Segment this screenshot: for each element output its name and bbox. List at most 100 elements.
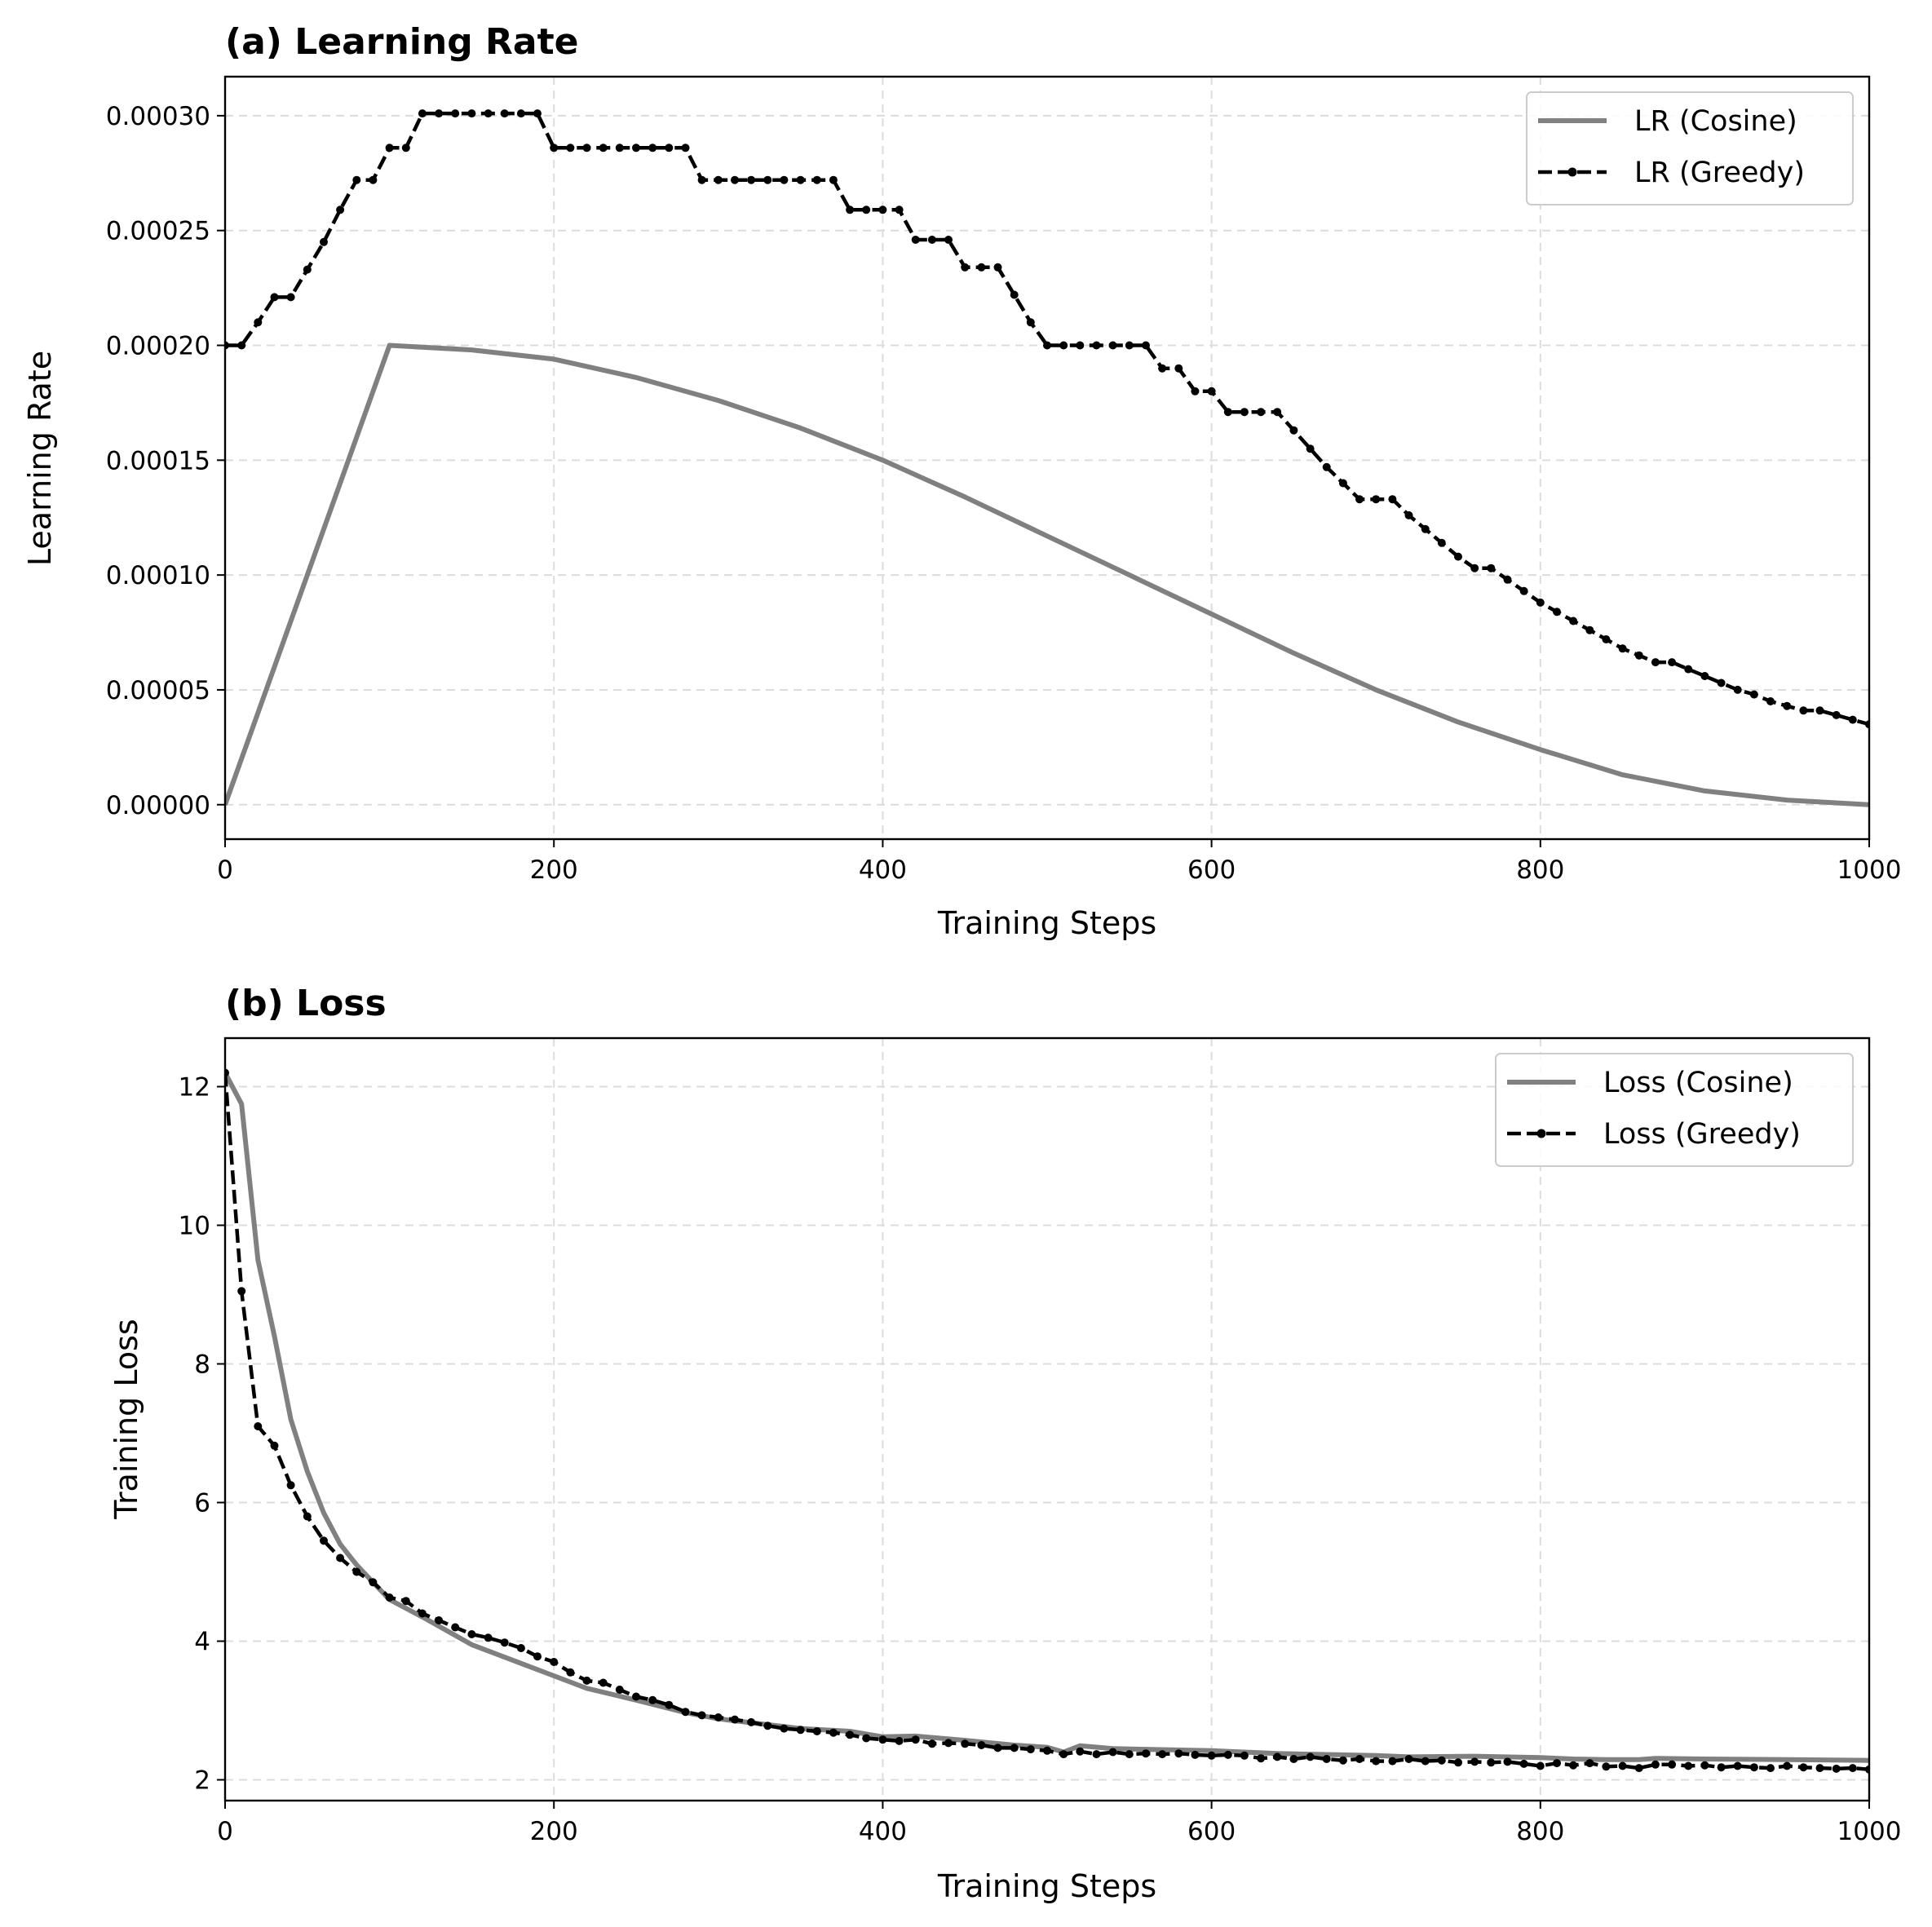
data-point-loss-greedy <box>747 1717 756 1726</box>
data-point-lr-greedy <box>550 144 559 152</box>
data-point-lr-greedy <box>484 109 493 118</box>
data-point-lr-greedy <box>632 144 640 152</box>
data-point-lr-greedy <box>731 175 739 184</box>
data-point-loss-greedy <box>566 1668 575 1677</box>
x-tick-label: 800 <box>1516 855 1564 885</box>
data-point-loss-greedy <box>225 1068 229 1077</box>
data-point-lr-greedy <box>500 109 509 118</box>
data-point-loss-greedy <box>352 1567 361 1576</box>
data-point-lr-greedy <box>1651 658 1660 667</box>
data-point-loss-greedy <box>1454 1758 1462 1767</box>
data-point-loss-greedy <box>254 1422 263 1430</box>
data-point-lr-greedy <box>1684 665 1693 674</box>
data-point-lr-greedy <box>1257 408 1266 417</box>
data-point-loss-greedy <box>1618 1761 1627 1770</box>
data-point-loss-greedy <box>1749 1763 1758 1772</box>
data-point-loss-greedy <box>1158 1750 1167 1759</box>
data-point-lr-greedy <box>846 206 855 214</box>
legend-label-greedy: LR (Greedy) <box>1634 157 1805 189</box>
data-point-lr-greedy <box>451 109 460 118</box>
plot-frame <box>223 1036 1871 1802</box>
data-point-lr-greedy <box>582 144 591 152</box>
data-point-loss-greedy <box>1503 1757 1512 1766</box>
data-point-lr-greedy <box>1092 341 1101 350</box>
data-point-lr-greedy <box>516 109 525 118</box>
legend: Loss (Cosine) Loss (Greedy) <box>1495 1053 1854 1167</box>
data-point-lr-greedy <box>254 318 263 327</box>
data-point-loss-greedy <box>1092 1750 1101 1759</box>
data-point-lr-greedy <box>237 341 246 350</box>
y-tick-label: 0.00015 <box>106 446 210 475</box>
data-point-lr-greedy <box>385 144 394 152</box>
data-point-loss-greedy <box>1355 1755 1364 1763</box>
data-point-lr-greedy <box>1289 426 1298 435</box>
data-point-lr-greedy <box>467 109 476 118</box>
data-point-lr-greedy <box>1191 387 1200 396</box>
data-point-lr-greedy <box>763 175 772 184</box>
data-point-lr-greedy <box>533 109 542 118</box>
series-line-lr-cosine <box>225 343 1869 807</box>
data-point-lr-greedy <box>320 237 328 246</box>
data-point-loss-greedy <box>1865 1765 1869 1774</box>
data-point-lr-greedy <box>1174 364 1183 373</box>
data-point-loss-greedy <box>1142 1749 1150 1758</box>
data-point-loss-greedy <box>632 1692 640 1701</box>
data-point-loss-greedy <box>1684 1761 1693 1770</box>
data-point-loss-greedy <box>1421 1757 1430 1766</box>
data-point-loss-greedy <box>1338 1756 1347 1765</box>
x-tick-label: 0 <box>217 1817 233 1846</box>
data-point-lr-greedy <box>369 175 378 184</box>
data-point-lr-greedy <box>435 109 444 118</box>
data-point-lr-greedy <box>1569 617 1578 625</box>
data-point-loss-greedy <box>1059 1750 1068 1759</box>
data-point-lr-greedy <box>1585 625 1594 634</box>
data-point-loss-greedy <box>846 1730 855 1739</box>
data-point-loss-greedy <box>1634 1764 1643 1773</box>
data-point-lr-greedy <box>895 206 904 214</box>
data-point-loss-greedy <box>1404 1755 1413 1763</box>
data-point-loss-greedy <box>1651 1760 1660 1769</box>
data-point-loss-greedy <box>516 1644 525 1652</box>
data-point-lr-greedy <box>1602 635 1611 643</box>
data-point-loss-greedy <box>1026 1745 1035 1754</box>
data-point-lr-greedy <box>1421 524 1430 533</box>
data-point-lr-greedy <box>1142 341 1150 350</box>
data-point-loss-greedy <box>796 1726 805 1735</box>
data-point-lr-greedy <box>1388 495 1397 504</box>
data-point-lr-greedy <box>977 263 986 272</box>
data-point-lr-greedy <box>1158 364 1167 373</box>
ticks: 0 200 400 600 800 1000 0.00000 0.00005 0.00010 0.… <box>106 102 1902 885</box>
data-point-loss-greedy <box>286 1481 295 1490</box>
data-point-loss-greedy <box>336 1554 345 1562</box>
series-layer <box>225 1068 1869 1774</box>
data-point-loss-greedy <box>1700 1761 1709 1770</box>
data-point-lr-greedy <box>1503 575 1512 584</box>
data-point-loss-greedy <box>1257 1754 1266 1763</box>
data-point-loss-greedy <box>895 1736 904 1745</box>
x-tick-label: 1000 <box>1837 855 1902 885</box>
legend: LR (Cosine) LR (Greedy) <box>1526 91 1854 206</box>
data-point-loss-greedy <box>780 1724 789 1733</box>
data-point-loss-greedy <box>1848 1764 1857 1773</box>
chart-title: (a) Learning Rate <box>225 21 579 63</box>
data-point-lr-greedy <box>1437 538 1446 547</box>
x-axis-label: Training Steps <box>937 1868 1156 1904</box>
data-point-loss-greedy <box>1207 1751 1216 1760</box>
data-point-lr-greedy <box>1404 510 1413 519</box>
data-point-loss-greedy <box>1815 1764 1824 1773</box>
data-point-loss-greedy <box>1733 1761 1742 1770</box>
data-point-lr-greedy <box>1207 387 1216 396</box>
data-point-lr-greedy <box>599 144 608 152</box>
data-point-loss-greedy <box>665 1700 674 1709</box>
data-point-loss-greedy <box>763 1721 772 1730</box>
data-point-loss-greedy <box>1043 1746 1051 1755</box>
data-point-loss-greedy <box>961 1739 970 1748</box>
data-point-loss-greedy <box>1223 1750 1232 1759</box>
data-point-lr-greedy <box>352 175 361 184</box>
data-point-lr-greedy <box>1454 552 1462 561</box>
data-point-loss-greedy <box>1668 1760 1677 1769</box>
data-point-loss-greedy <box>1372 1757 1381 1766</box>
data-point-lr-greedy <box>1865 720 1869 729</box>
plot-frame <box>223 75 1871 841</box>
data-point-lr-greedy <box>1338 479 1347 488</box>
